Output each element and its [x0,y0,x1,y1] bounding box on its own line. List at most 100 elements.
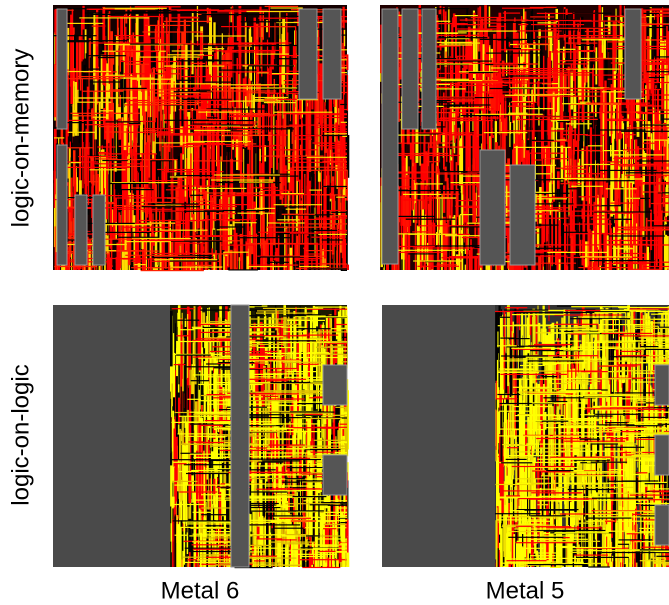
wire [179,508,181,519]
wire [154,203,156,233]
macro [382,9,398,264]
wire [110,183,149,184]
wire [546,244,600,245]
wire [657,170,669,171]
wire [569,104,570,176]
wire [611,154,664,155]
wire [451,182,484,183]
wire [105,75,124,76]
wire [308,364,309,377]
wire [619,253,646,254]
macro [480,150,505,265]
wire [410,143,413,160]
wire [295,27,296,98]
wire [237,129,262,130]
wire [299,325,301,336]
wire [616,125,617,143]
wire [627,127,669,128]
wire [558,220,561,259]
wire [250,226,252,270]
wire [325,133,347,134]
wire [205,82,231,83]
wire [651,39,669,40]
wire [499,135,500,146]
wire [70,113,139,114]
wire [563,185,566,211]
wire [166,189,199,190]
wire [202,14,269,15]
wire [260,513,261,535]
wire [273,95,274,180]
wire [177,60,232,61]
macro [510,165,535,265]
wire [299,266,329,267]
wire [126,64,150,65]
wire [280,131,283,200]
wire [643,191,662,192]
wire [154,256,195,257]
wire [447,101,473,102]
wire [241,21,282,22]
wire [156,100,178,101]
wire [568,215,605,216]
wire [267,262,289,263]
wire [347,170,348,196]
wire [328,147,346,148]
wire [289,125,347,126]
wire [559,29,579,30]
wire [582,148,584,200]
wire [290,248,293,270]
wire [640,248,642,270]
wire [258,136,260,210]
wire [647,71,669,72]
wire [557,49,576,50]
wire [194,130,231,131]
wire [174,159,176,176]
wire [303,172,304,247]
wire [256,98,257,187]
wire [652,99,669,100]
wire [206,61,207,111]
wire [264,99,277,100]
wire [524,108,554,109]
wire [643,182,669,183]
wire [85,124,141,125]
wire [607,240,659,241]
wire [529,153,564,154]
wire [134,264,145,265]
wire [643,266,669,267]
wire [312,194,342,195]
wire [580,219,582,240]
wire [318,16,319,90]
wire [428,147,481,148]
wire [119,140,122,213]
wire [614,157,660,158]
wire [171,78,174,134]
wire [94,163,141,164]
wire [68,132,96,133]
wire [570,205,602,206]
wire [191,195,192,218]
wire [115,8,158,9]
wire [136,227,150,228]
wire [576,45,594,46]
wire [319,124,320,179]
wire [287,32,288,86]
wire [285,268,287,271]
wire [307,157,347,158]
wire [163,95,202,96]
wire [146,142,149,214]
wire [132,238,191,239]
wire [600,36,601,118]
wire [238,213,275,214]
wire [606,111,643,112]
wire [412,231,428,232]
wire [640,230,663,231]
wire [619,165,669,166]
macro [57,9,67,129]
wire [564,166,583,167]
wire [491,67,527,68]
wire [78,156,117,157]
wire [588,145,603,146]
wire [524,268,527,270]
